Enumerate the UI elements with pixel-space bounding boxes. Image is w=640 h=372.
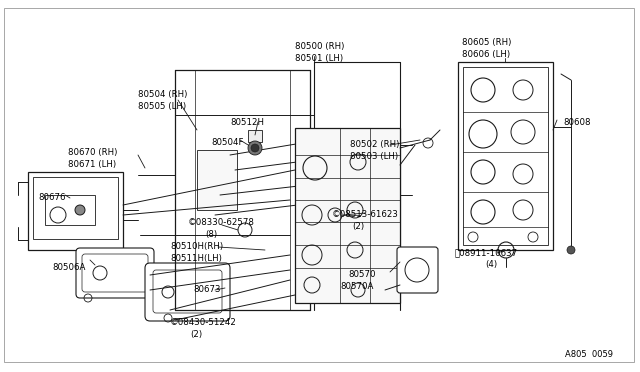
- Bar: [458, 62, 553, 250]
- Text: 80502 (RH): 80502 (RH): [350, 140, 399, 149]
- Text: 80671 (LH): 80671 (LH): [68, 160, 116, 169]
- Text: 80673: 80673: [193, 285, 221, 294]
- Text: 80570: 80570: [348, 270, 376, 279]
- Text: 80500 (RH): 80500 (RH): [295, 42, 344, 51]
- FancyBboxPatch shape: [76, 248, 154, 298]
- Text: ©08430-51242: ©08430-51242: [170, 318, 237, 327]
- Bar: [295, 128, 400, 303]
- FancyBboxPatch shape: [82, 254, 148, 292]
- Text: 80506A: 80506A: [52, 263, 85, 272]
- Text: 80504 (RH): 80504 (RH): [138, 90, 188, 99]
- Text: 80501 (LH): 80501 (LH): [295, 54, 343, 63]
- Bar: [197, 150, 237, 210]
- Text: (2): (2): [190, 330, 202, 339]
- Bar: [28, 172, 123, 250]
- Circle shape: [248, 141, 262, 155]
- Text: Ⓛ08911-10637: Ⓛ08911-10637: [455, 248, 518, 257]
- Text: 80504F: 80504F: [211, 138, 243, 147]
- FancyBboxPatch shape: [153, 270, 222, 313]
- Circle shape: [251, 144, 259, 152]
- Text: 80605 (RH): 80605 (RH): [462, 38, 511, 47]
- Text: 80510H(RH): 80510H(RH): [170, 242, 223, 251]
- Text: A805 0059: A805 0059: [565, 350, 613, 359]
- Text: 80570A: 80570A: [340, 282, 373, 291]
- Text: 80670 (RH): 80670 (RH): [68, 148, 117, 157]
- Bar: [463, 67, 548, 245]
- Circle shape: [567, 246, 575, 254]
- Text: 80676: 80676: [38, 193, 65, 202]
- Text: ©08513-61623: ©08513-61623: [332, 210, 399, 219]
- Text: 80503 (LH): 80503 (LH): [350, 152, 398, 161]
- Text: 80608: 80608: [563, 118, 591, 127]
- Bar: [45, 195, 95, 225]
- Text: 80606 (LH): 80606 (LH): [462, 50, 510, 59]
- Text: (8): (8): [205, 230, 217, 239]
- FancyBboxPatch shape: [397, 247, 438, 293]
- FancyBboxPatch shape: [145, 263, 230, 321]
- Bar: [248, 130, 262, 142]
- Text: (4): (4): [485, 260, 497, 269]
- Text: (2): (2): [352, 222, 364, 231]
- Text: ©08330-62578: ©08330-62578: [188, 218, 255, 227]
- Bar: [33, 177, 118, 239]
- Text: 80505 (LH): 80505 (LH): [138, 102, 186, 111]
- Text: 80511H(LH): 80511H(LH): [170, 254, 222, 263]
- Text: 80512H: 80512H: [230, 118, 264, 127]
- Circle shape: [75, 205, 85, 215]
